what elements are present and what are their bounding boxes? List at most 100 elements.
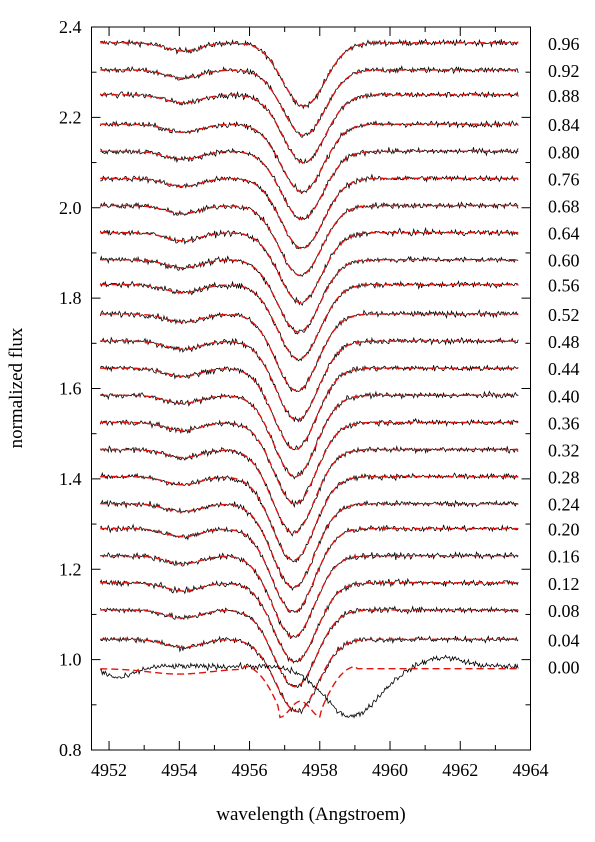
observed-spectrum-line [99, 226, 519, 306]
phase-label: 0.00 [548, 657, 580, 677]
model-spectrum-line [100, 42, 519, 107]
y-tick-label: 2.4 [59, 17, 82, 37]
x-tick-label: 4954 [161, 760, 197, 780]
model-spectrum-line [100, 259, 519, 333]
model-spectrum-line [100, 609, 519, 688]
phase-trace-group [100, 64, 519, 138]
model-spectrum-line [100, 554, 519, 638]
phase-label: 0.04 [548, 630, 580, 650]
observed-spectrum-line [99, 444, 519, 537]
y-tick-label: 1.6 [59, 379, 82, 399]
axis-ticks: 4952 4954 4956 4958 4960 4962 4964 0.8 1.0 1.2 1.4… [59, 17, 549, 780]
model-spectrum-line [100, 367, 519, 451]
model-spectrum-line [100, 475, 519, 561]
model-spectrum-line [100, 582, 519, 663]
phase-trace-group [99, 635, 519, 715]
phase-labels: 0.96 0.92 0.88 0.84 0.80 0.76 0.68 0.64 0.60 0.56… [548, 34, 580, 678]
model-spectrum-line [100, 283, 519, 360]
phase-label: 0.84 [548, 115, 580, 135]
y-tick-label: 1.2 [59, 559, 82, 579]
model-spectrum-line [100, 421, 519, 505]
phase-label: 0.08 [548, 601, 580, 621]
x-tick-label: 4952 [91, 760, 127, 780]
model-spectrum-line [100, 340, 519, 421]
phase-trace-group [99, 364, 519, 451]
phase-label: 0.48 [548, 332, 580, 352]
phase-label: 0.60 [548, 251, 580, 271]
observed-spectrum-line [100, 550, 519, 640]
spectrum-traces [99, 38, 519, 719]
x-tick-label: 4962 [442, 760, 478, 780]
observed-spectrum-line [99, 635, 519, 715]
y-tick-label: 1.4 [59, 469, 82, 489]
phase-label: 0.24 [548, 495, 580, 515]
phase-trace-group [100, 336, 519, 423]
phase-trace-group [100, 38, 519, 110]
phase-trace-group [99, 605, 519, 689]
observed-spectrum-line [99, 201, 519, 277]
phase-trace-group [99, 577, 519, 664]
x-tick-label: 4958 [302, 760, 338, 780]
phase-label: 0.80 [548, 142, 580, 162]
model-spectrum-line [100, 665, 519, 719]
phase-trace-group [99, 417, 519, 509]
observed-spectrum-line [99, 279, 519, 362]
phase-trace-group [100, 146, 519, 221]
phase-label: 0.44 [548, 359, 580, 379]
model-spectrum-line [100, 313, 519, 392]
phase-label: 0.28 [548, 468, 580, 488]
phase-trace-group [100, 471, 519, 563]
observed-spectrum-line [100, 390, 519, 480]
x-axis-label: wavelength (Angstroem) [216, 804, 405, 825]
model-spectrum-line [100, 394, 519, 478]
model-spectrum-line [100, 69, 519, 137]
model-spectrum-line [100, 231, 519, 304]
phase-label: 0.20 [548, 520, 580, 540]
phase-trace-group [100, 173, 519, 250]
phase-trace-group [99, 444, 519, 537]
phase-label: 0.68 [548, 196, 580, 216]
phase-label: 0.12 [548, 574, 580, 594]
x-tick-label: 4964 [513, 760, 549, 780]
model-spectrum-line [100, 448, 519, 534]
phase-trace-group [99, 226, 519, 306]
x-tick-label: 4956 [232, 760, 268, 780]
observed-spectrum-line [100, 38, 519, 110]
phase-trace-group [100, 654, 519, 719]
phase-trace-group [99, 279, 519, 362]
phase-label: 0.96 [548, 34, 580, 54]
phase-trace-group [99, 201, 519, 277]
model-spectrum-line [100, 503, 519, 588]
model-spectrum-line [100, 150, 519, 220]
phase-label: 0.76 [548, 169, 580, 189]
phase-label: 0.16 [548, 547, 580, 567]
phase-label: 0.32 [548, 441, 580, 461]
phase-label: 0.52 [548, 305, 580, 325]
phase-trace-group [99, 255, 519, 335]
phase-trace-group [99, 309, 519, 393]
model-spectrum-line [100, 177, 519, 250]
phase-label: 0.88 [548, 86, 580, 106]
x-tick-label: 4960 [372, 760, 408, 780]
observed-spectrum-line [99, 119, 519, 194]
model-spectrum-line [100, 527, 519, 613]
y-tick-label: 2.0 [59, 198, 82, 218]
model-spectrum-line [100, 94, 519, 164]
phase-trace-group [100, 550, 519, 640]
phase-label: 0.56 [548, 276, 580, 296]
y-tick-label: 2.2 [59, 107, 82, 127]
y-axis-label: normalized flux [6, 327, 27, 448]
model-spectrum-line [100, 123, 519, 193]
y-tick-label: 1.0 [59, 650, 82, 670]
model-spectrum-line [100, 638, 519, 713]
phase-label: 0.36 [548, 413, 580, 433]
phase-trace-group [100, 499, 519, 592]
model-spectrum-line [100, 204, 519, 277]
phase-trace-group [99, 523, 519, 613]
phase-label: 0.92 [548, 61, 580, 81]
phase-trace-group [99, 119, 519, 194]
phase-trace-group [99, 90, 519, 165]
observed-spectrum-line [99, 364, 519, 451]
phase-label: 0.64 [548, 224, 580, 244]
